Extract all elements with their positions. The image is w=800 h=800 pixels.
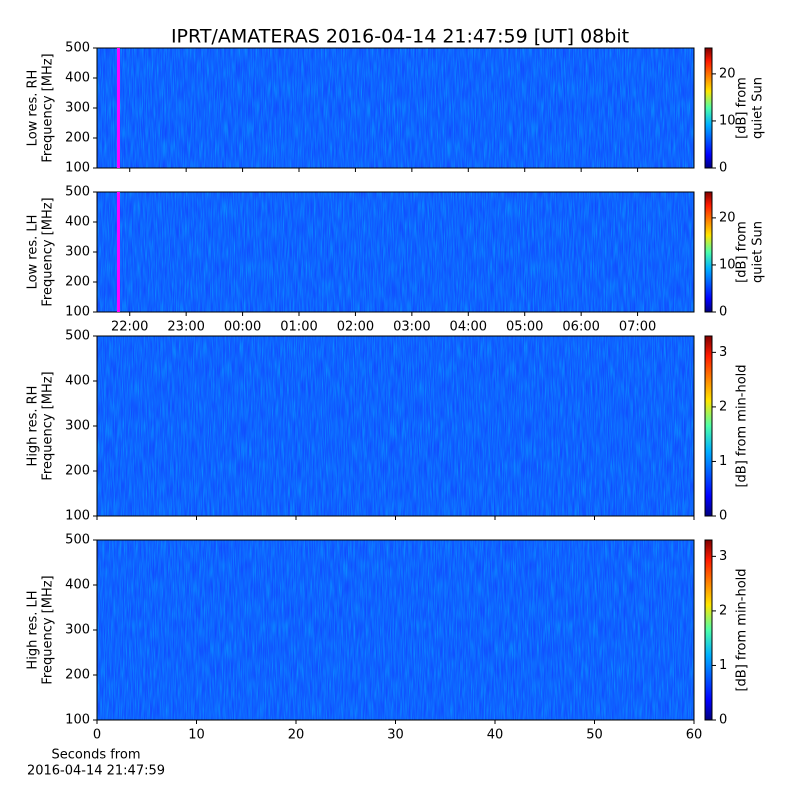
colorbar-tick-label: 0 [719, 161, 727, 176]
colorbar-tick-label: 0 [719, 713, 727, 728]
x-tick-label: 05:00 [506, 320, 543, 335]
y-axis-label: High res. LH [26, 590, 41, 669]
colorbar-tick-label: 10 [719, 257, 736, 272]
spectrogram-texture [97, 48, 694, 168]
colorbar-tick-label: 0 [719, 509, 727, 524]
colorbar-label: quiet Sun [751, 77, 766, 139]
y-tick-label: 400 [65, 71, 90, 86]
x-tick-label: 03:00 [393, 320, 430, 335]
y-tick-label: 400 [65, 374, 90, 389]
x-tick-label: 20 [288, 728, 305, 743]
colorbar-label: [dB] from [735, 77, 750, 139]
colorbar-tick-label: 2 [719, 399, 727, 414]
colorbar-label: [dB] from min-hold [735, 364, 750, 487]
colorbar-tick-label: 2 [719, 603, 727, 618]
x-tick-label: 40 [487, 728, 504, 743]
x-tick-label: 30 [387, 728, 404, 743]
colorbar-label: [dB] from [735, 221, 750, 283]
x-tick-label: 06:00 [562, 320, 599, 335]
x-tick-label: 01:00 [280, 320, 317, 335]
x-axis-label: Seconds from [51, 748, 140, 763]
y-tick-label: 500 [65, 329, 90, 344]
y-tick-label: 300 [65, 623, 90, 638]
y-tick-label: 500 [65, 533, 90, 548]
x-tick-label: 23:00 [167, 320, 204, 335]
colorbar-tick-label: 3 [719, 345, 727, 360]
spectrogram-texture [97, 540, 694, 720]
colorbar-tick-label: 20 [719, 66, 736, 81]
colorbar-tick-label: 20 [719, 210, 736, 225]
y-axis-label: Low res. LH [26, 215, 41, 290]
x-tick-label: 0 [93, 728, 101, 743]
y-tick-label: 400 [65, 578, 90, 593]
x-axis-label: 2016-04-14 21:47:59 [27, 764, 165, 779]
x-tick-label: 02:00 [337, 320, 374, 335]
y-tick-label: 100 [65, 305, 90, 320]
colorbar-tick-label: 10 [719, 113, 736, 128]
y-tick-label: 200 [65, 275, 90, 290]
x-tick-label: 00:00 [224, 320, 261, 335]
x-tick-label: 60 [686, 728, 703, 743]
y-tick-label: 500 [65, 41, 90, 56]
colorbar-tick-label: 1 [719, 454, 727, 469]
y-tick-label: 300 [65, 245, 90, 260]
colorbar [704, 335, 713, 517]
y-tick-label: 200 [65, 668, 90, 683]
y-axis-label: High res. RH [26, 386, 41, 467]
colorbar [704, 47, 713, 169]
colorbar [704, 191, 713, 313]
spectrogram-texture [97, 336, 694, 516]
y-axis-label: Frequency [MHz] [41, 371, 56, 480]
colorbar-tick-label: 3 [719, 549, 727, 564]
x-tick-label: 50 [586, 728, 603, 743]
x-tick-label: 22:00 [111, 320, 148, 335]
y-tick-label: 300 [65, 419, 90, 434]
x-tick-label: 07:00 [619, 320, 656, 335]
y-tick-label: 500 [65, 185, 90, 200]
title: IPRT/AMATERAS 2016-04-14 21:47:59 [UT] 0… [171, 26, 629, 48]
y-tick-label: 100 [65, 509, 90, 524]
y-tick-label: 400 [65, 215, 90, 230]
y-tick-label: 200 [65, 131, 90, 146]
colorbar-tick-label: 1 [719, 658, 727, 673]
x-tick-label: 10 [188, 728, 205, 743]
x-tick-label: 04:00 [450, 320, 487, 335]
y-tick-label: 200 [65, 464, 90, 479]
y-axis-label: Frequency [MHz] [41, 575, 56, 684]
y-axis-label: Frequency [MHz] [41, 53, 56, 162]
spectrogram-texture [97, 192, 694, 312]
y-axis-label: Frequency [MHz] [41, 197, 56, 306]
y-tick-label: 100 [65, 161, 90, 176]
colorbar-label: quiet Sun [751, 221, 766, 283]
y-tick-label: 100 [65, 713, 90, 728]
y-axis-label: Low res. RH [26, 70, 41, 147]
colorbar-tick-label: 0 [719, 305, 727, 320]
colorbar-label: [dB] from min-hold [735, 568, 750, 691]
y-tick-label: 300 [65, 101, 90, 116]
colorbar [704, 539, 713, 721]
